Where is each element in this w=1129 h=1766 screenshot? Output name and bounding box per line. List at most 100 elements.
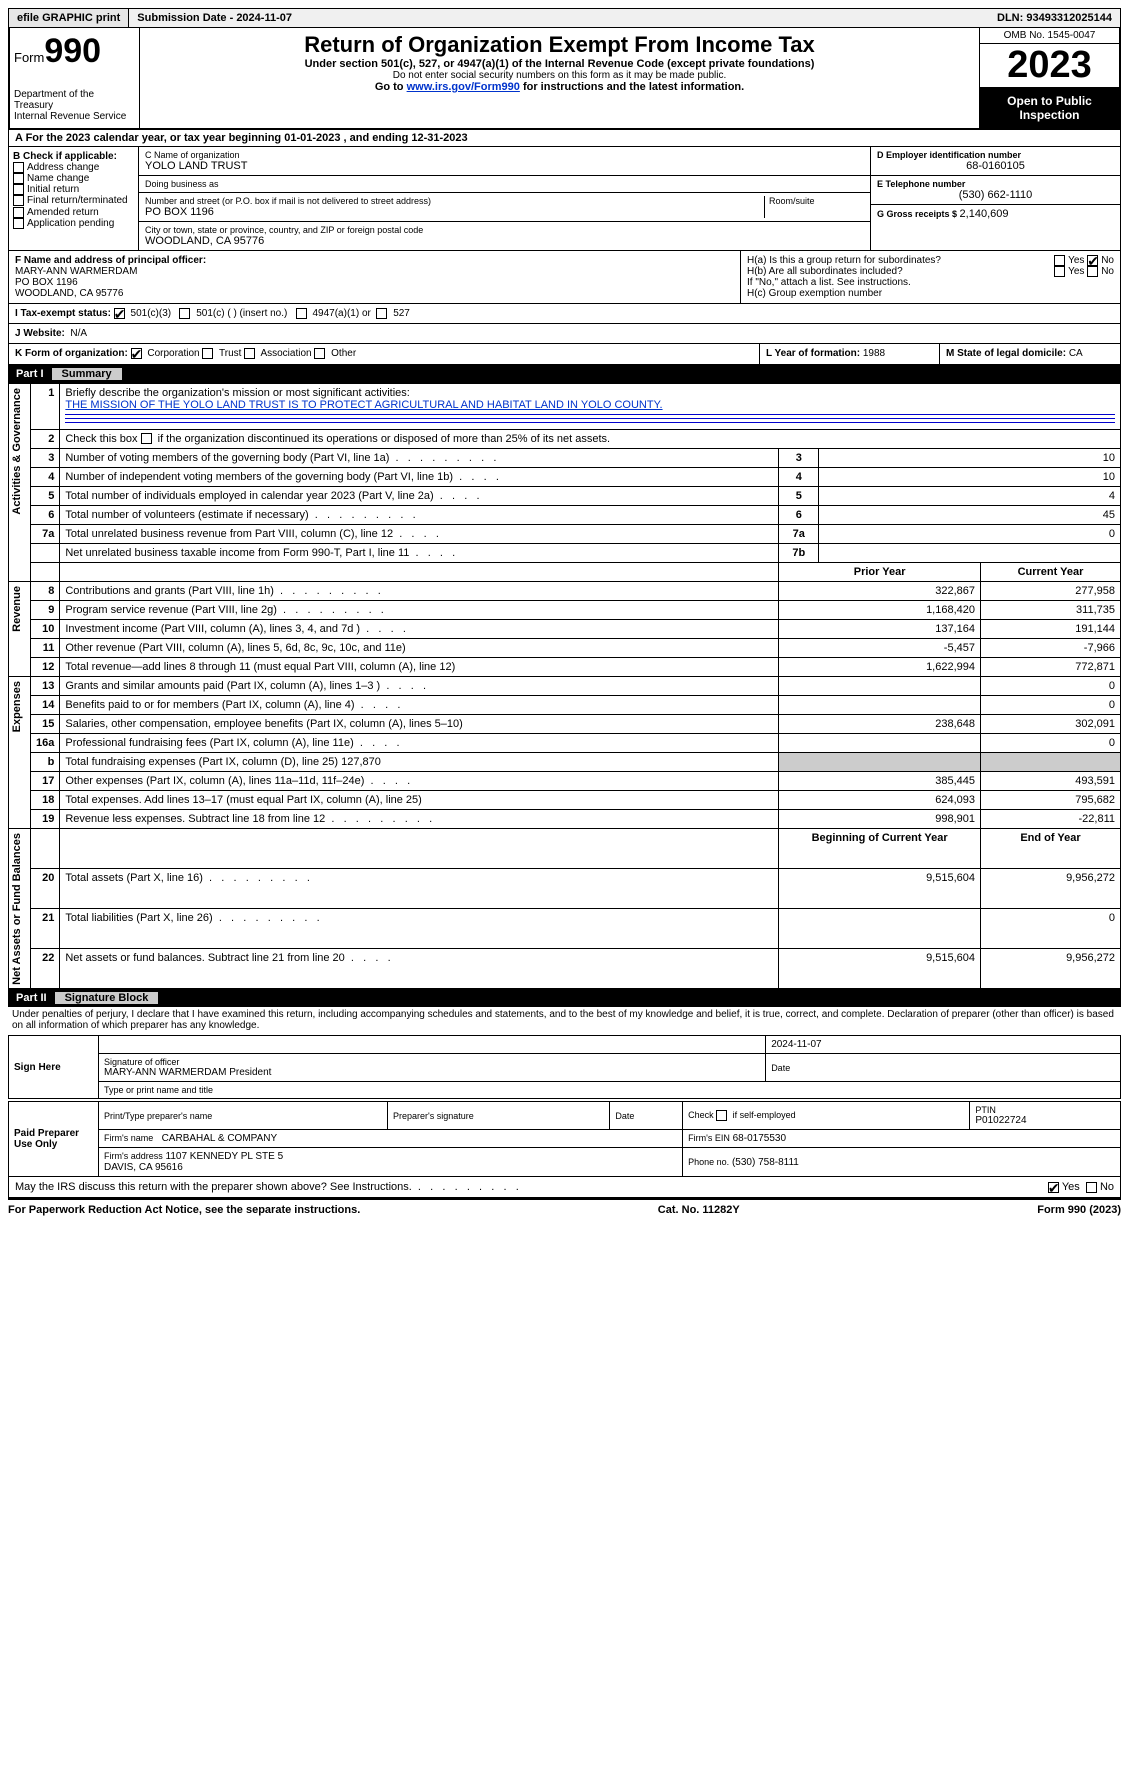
summary-table: Activities & Governance 1 Briefly descri… xyxy=(8,383,1121,990)
section-bcdeg: B Check if applicable: Address change Na… xyxy=(8,147,1121,251)
street-address: PO BOX 1196 xyxy=(145,206,764,218)
telephone: (530) 662-1110 xyxy=(877,189,1114,201)
chk-501c3[interactable] xyxy=(114,308,125,319)
mission-text: THE MISSION OF THE YOLO LAND TRUST IS TO… xyxy=(65,399,662,411)
line15-curr: 302,091 xyxy=(981,714,1121,733)
vlabel-exp: Expenses xyxy=(9,677,25,736)
line7a-val: 0 xyxy=(819,524,1121,543)
row-i-tax-status: I Tax-exempt status: 501(c)(3) 501(c) ( … xyxy=(8,304,1121,324)
subtitle-2: Do not enter social security numbers on … xyxy=(148,70,971,81)
chk-other[interactable] xyxy=(314,348,325,359)
line12-prior: 1,622,994 xyxy=(779,657,981,676)
tax-year: 2023 xyxy=(980,44,1119,88)
officer-name: MARY-ANN WARMERDAM xyxy=(15,266,734,277)
chk-501c[interactable] xyxy=(179,308,190,319)
chk-4947[interactable] xyxy=(296,308,307,319)
chk-discontinued[interactable] xyxy=(141,433,152,444)
ptin: P01022724 xyxy=(975,1115,1115,1126)
chk-trust[interactable] xyxy=(202,348,213,359)
state-domicile: CA xyxy=(1069,348,1083,359)
chk-name-change[interactable] xyxy=(13,173,24,184)
line9-prior: 1,168,420 xyxy=(779,600,981,619)
paperwork-notice: For Paperwork Reduction Act Notice, see … xyxy=(8,1204,360,1216)
line22-begin: 9,515,604 xyxy=(779,949,981,989)
line21-end: 0 xyxy=(981,908,1121,948)
topbar: efile GRAPHIC print Submission Date - 20… xyxy=(8,8,1121,28)
col-h-group: H(a) Is this a group return for subordin… xyxy=(740,251,1120,303)
chk-self-employed[interactable] xyxy=(716,1110,727,1121)
firm-ein: 68-0175530 xyxy=(733,1133,786,1144)
sign-here-table: Sign Here 2024-11-07 Signature of office… xyxy=(8,1035,1121,1099)
line7b-val xyxy=(819,543,1121,562)
sig-date: 2024-11-07 xyxy=(766,1036,1121,1054)
col-c-org-info: C Name of organization YOLO LAND TRUST D… xyxy=(139,147,870,250)
irs-discuss-row: May the IRS discuss this return with the… xyxy=(8,1177,1121,1198)
firm-name: CARBAHAL & COMPANY xyxy=(162,1133,278,1144)
line9-curr: 311,735 xyxy=(981,600,1121,619)
line22-end: 9,956,272 xyxy=(981,949,1121,989)
vlabel-net: Net Assets or Fund Balances xyxy=(9,829,25,989)
officer-signature: MARY-ANN WARMERDAM President xyxy=(104,1067,760,1078)
line18-prior: 624,093 xyxy=(779,790,981,809)
chk-ha-no[interactable] xyxy=(1087,255,1098,266)
dept-treasury: Department of the Treasury Internal Reve… xyxy=(14,89,135,122)
line19-prior: 998,901 xyxy=(779,809,981,828)
efile-print-button[interactable]: efile GRAPHIC print xyxy=(9,9,129,27)
line16b-curr xyxy=(981,752,1121,771)
line16b-prior xyxy=(779,752,981,771)
chk-discuss-no[interactable] xyxy=(1086,1182,1097,1193)
line18-curr: 795,682 xyxy=(981,790,1121,809)
sign-here-label: Sign Here xyxy=(9,1036,99,1099)
line10-curr: 191,144 xyxy=(981,619,1121,638)
chk-assoc[interactable] xyxy=(244,348,255,359)
chk-address-change[interactable] xyxy=(13,162,24,173)
chk-app-pending[interactable] xyxy=(13,218,24,229)
dln: DLN: 93493312025144 xyxy=(989,9,1120,27)
chk-hb-no[interactable] xyxy=(1087,266,1098,277)
line12-curr: 772,871 xyxy=(981,657,1121,676)
line20-begin: 9,515,604 xyxy=(779,868,981,908)
line20-end: 9,956,272 xyxy=(981,868,1121,908)
line19-curr: -22,811 xyxy=(981,809,1121,828)
officer-city: WOODLAND, CA 95776 xyxy=(15,288,734,299)
website: N/A xyxy=(70,328,87,339)
line14-curr: 0 xyxy=(981,695,1121,714)
line11-curr: -7,966 xyxy=(981,638,1121,657)
line3-val: 10 xyxy=(819,448,1121,467)
subtitle-3: Go to www.irs.gov/Form990 for instructio… xyxy=(148,81,971,93)
perjury-declaration: Under penalties of perjury, I declare th… xyxy=(8,1007,1121,1033)
chk-corp[interactable] xyxy=(131,348,142,359)
row-klm: K Form of organization: Corporation Trus… xyxy=(8,344,1121,364)
part2-header: Part IISignature Block xyxy=(8,989,1121,1007)
line10-prior: 137,164 xyxy=(779,619,981,638)
col-de: D Employer identification number 68-0160… xyxy=(870,147,1120,250)
line13-prior xyxy=(779,676,981,695)
chk-527[interactable] xyxy=(376,308,387,319)
section-fh: F Name and address of principal officer:… xyxy=(8,251,1121,304)
chk-initial-return[interactable] xyxy=(13,184,24,195)
line13-curr: 0 xyxy=(981,676,1121,695)
chk-final-return[interactable] xyxy=(13,195,24,206)
chk-amended[interactable] xyxy=(13,207,24,218)
part1-header: Part ISummary xyxy=(8,365,1121,383)
org-name: YOLO LAND TRUST xyxy=(145,160,864,172)
officer-street: PO BOX 1196 xyxy=(15,277,734,288)
subtitle-1: Under section 501(c), 527, or 4947(a)(1)… xyxy=(148,58,971,70)
irs-link[interactable]: www.irs.gov/Form990 xyxy=(407,81,520,93)
line17-curr: 493,591 xyxy=(981,771,1121,790)
line11-prior: -5,457 xyxy=(779,638,981,657)
chk-discuss-yes[interactable] xyxy=(1048,1182,1059,1193)
submission-date: Submission Date - 2024-11-07 xyxy=(129,9,300,27)
line14-prior xyxy=(779,695,981,714)
form-header: Form990 Department of the Treasury Inter… xyxy=(8,28,1121,130)
cat-no: Cat. No. 11282Y xyxy=(658,1204,740,1216)
ein: 68-0160105 xyxy=(877,160,1114,172)
line6-val: 45 xyxy=(819,505,1121,524)
form-ref: Form 990 (2023) xyxy=(1037,1204,1121,1216)
line15-prior: 238,648 xyxy=(779,714,981,733)
line17-prior: 385,445 xyxy=(779,771,981,790)
gross-receipts: 2,140,609 xyxy=(960,208,1009,220)
chk-ha-yes[interactable] xyxy=(1054,255,1065,266)
chk-hb-yes[interactable] xyxy=(1054,266,1065,277)
paid-preparer-table: Paid Preparer Use Only Print/Type prepar… xyxy=(8,1101,1121,1177)
